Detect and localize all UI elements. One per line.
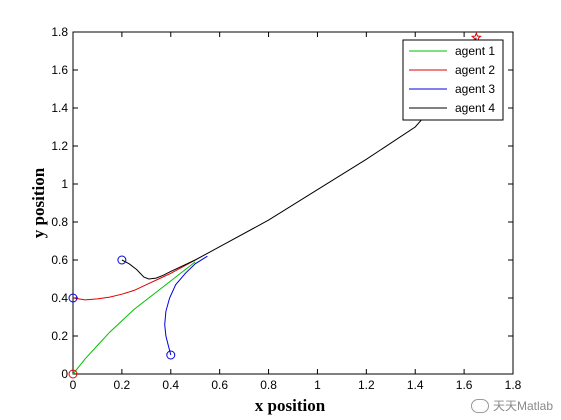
series-line-agent-2 (72, 259, 196, 301)
x-tick-label: 1 (314, 378, 321, 392)
y-tick-label: 0.2 (51, 329, 68, 343)
y-tick-label: 0.4 (51, 291, 68, 305)
start-marker (68, 293, 78, 303)
start-marker (166, 350, 176, 360)
x-tick-label: 1.4 (407, 378, 424, 392)
y-tick-label: 1.2 (51, 139, 68, 153)
y-tick-label: 0.6 (51, 253, 68, 267)
x-tick-label: 0 (70, 378, 77, 392)
y-tick-label: 1.4 (51, 101, 68, 115)
x-tick-label: 0.8 (260, 378, 277, 392)
y-tick-label: 0 (61, 367, 68, 381)
series-line-agent-3 (164, 255, 208, 356)
x-axis-label: x position (255, 396, 326, 415)
y-tick-label: 1 (61, 177, 68, 191)
series-line-agent-4 (121, 37, 477, 280)
legend: agent 1 agent 2 agent 3 agent 4 (402, 39, 504, 121)
legend-label: agent 3 (455, 82, 495, 96)
x-tick-label: 0.2 (114, 378, 131, 392)
x-tick-label: 0.4 (162, 378, 179, 392)
x-tick-label: 1.6 (456, 378, 473, 392)
wechat-icon (470, 398, 489, 413)
legend-label: agent 4 (455, 101, 495, 115)
series-lines (72, 37, 477, 375)
y-axis-label: y position (29, 167, 48, 238)
start-marker (68, 369, 78, 379)
x-tick-label: 0.6 (211, 378, 228, 392)
axis-ticks: 0 0.2 0.4 0.6 0.8 1 1.2 1.4 1.6 1.8 0 0.2 0.4 0.6 0.8 1… (51, 25, 521, 392)
watermark-text: 天天Matlab (492, 399, 553, 413)
legend-label: agent 2 (455, 63, 495, 77)
y-tick-label: 0.8 (51, 215, 68, 229)
legend-label: agent 1 (455, 44, 495, 58)
watermark: 天天Matlab (470, 397, 553, 414)
series-line-agent-1 (72, 261, 196, 375)
x-tick-label: 1.8 (505, 378, 522, 392)
y-tick-label: 1.6 (51, 63, 68, 77)
legend-box (402, 39, 504, 121)
x-tick-label: 1.2 (358, 378, 375, 392)
start-marker (117, 255, 127, 265)
y-tick-label: 1.8 (51, 25, 68, 39)
